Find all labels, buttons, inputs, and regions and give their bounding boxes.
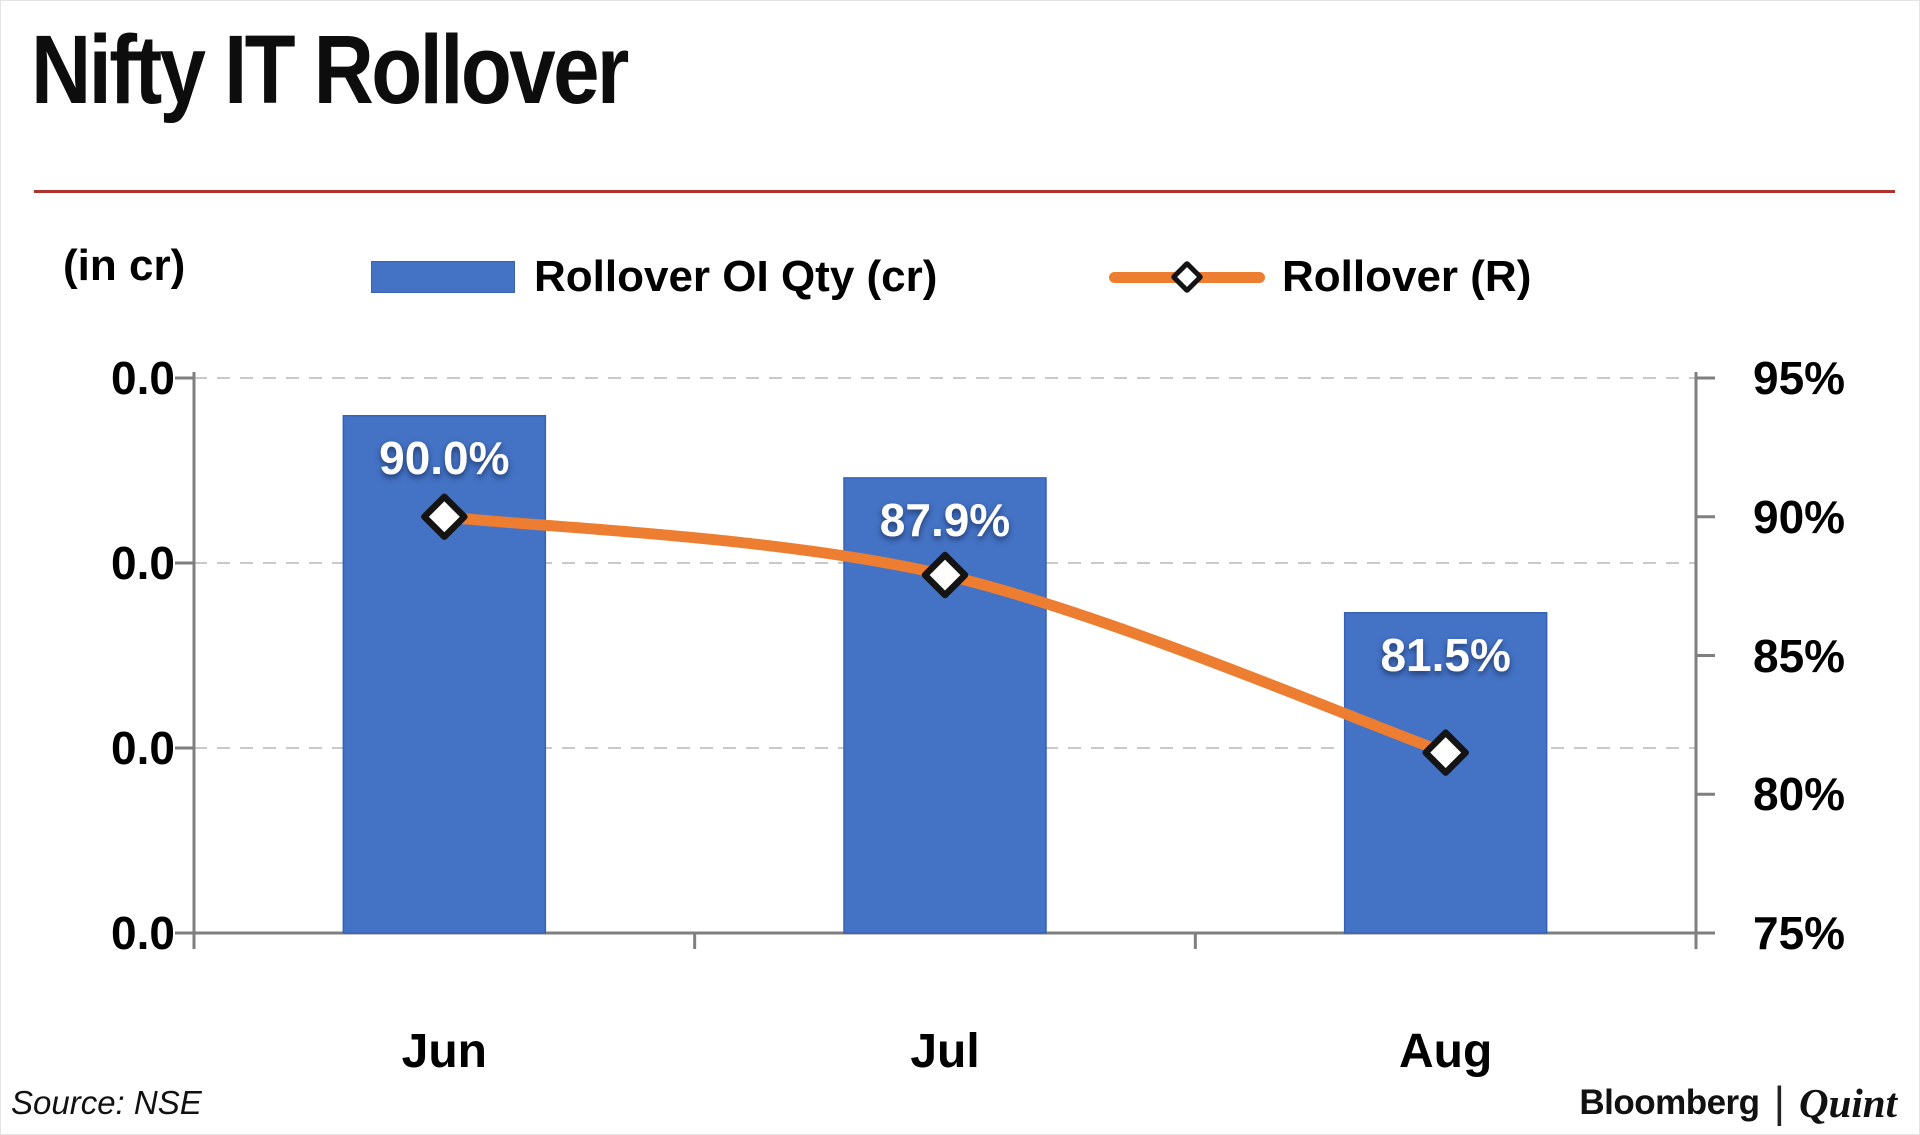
diamond-marker-icon (421, 493, 468, 540)
left-axis-tick-label: 0.0 (111, 537, 175, 589)
left-axis-unit-label: (in cr) (63, 241, 186, 290)
chart-title: Nifty IT Rollover (31, 15, 629, 124)
data-label-jul: 87.9% (879, 493, 1011, 546)
legend-item-bar-series: Rollover OI Qty (cr) (371, 245, 937, 309)
diamond-marker-icon (921, 551, 969, 599)
left-axis-tick-label: 0.0 (111, 907, 175, 959)
line-series-marker (1109, 245, 1265, 309)
right-axis-tick-label: 85% (1753, 629, 1846, 682)
right-axis-tick-label: 80% (1753, 768, 1846, 821)
bar-jun (342, 414, 547, 934)
legend-item-line-series: Rollover (R) (1109, 245, 1531, 309)
right-axis-tick-label: 90% (1753, 490, 1846, 543)
data-label-jun: 90.0% (379, 431, 510, 484)
right-axis-tick-label: 95% (1753, 352, 1846, 404)
diamond-marker-icon (1422, 729, 1469, 776)
brand-separator: | (1773, 1078, 1785, 1127)
brand-logo: Bloomberg | Quint (1579, 1079, 1897, 1127)
quint-wordmark: Quint (1799, 1080, 1897, 1126)
bloomberg-wordmark: Bloomberg (1579, 1083, 1760, 1122)
source-note: Source: NSE (11, 1084, 202, 1121)
legend-label-line-series: Rollover (R) (1282, 252, 1532, 301)
x-axis-label-jun: Jun (401, 1025, 487, 1078)
x-axis-label-jul: Jul (910, 1025, 980, 1078)
x-axis-label-aug: Aug (1399, 1025, 1493, 1078)
bar-jul (843, 477, 1047, 934)
bar-series-swatch (371, 261, 515, 293)
legend-label-bar-series: Rollover OI Qty (cr) (534, 252, 938, 301)
data-label-aug: 81.5% (1380, 628, 1511, 681)
title-divider (34, 190, 1895, 193)
right-axis-tick-label: 75% (1753, 907, 1846, 959)
left-axis-tick-label: 0.0 (111, 722, 175, 774)
left-axis-tick-label: 0.0 (111, 352, 175, 404)
